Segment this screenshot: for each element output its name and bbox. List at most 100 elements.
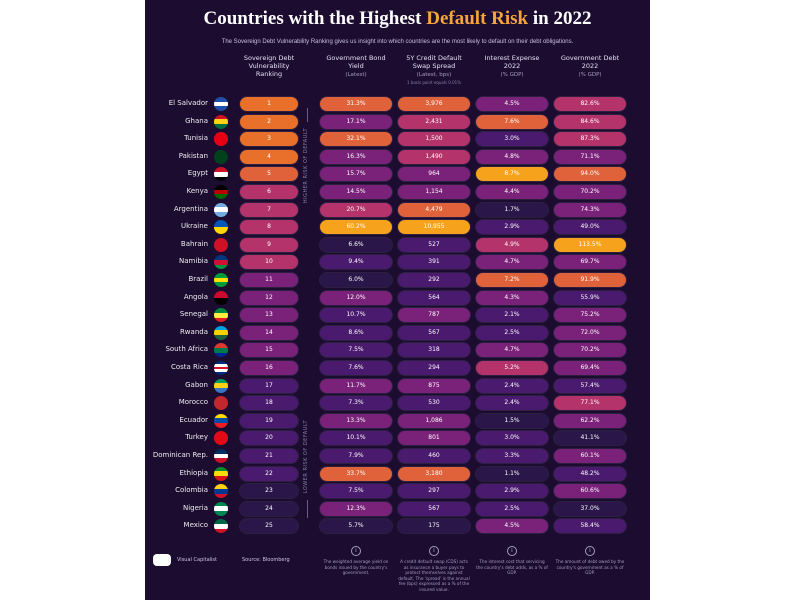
- country-name: Colombia: [175, 486, 208, 495]
- footer-source: Source: Bloomberg: [242, 557, 290, 563]
- flag-icon: [214, 114, 228, 129]
- country-name: Bahrain: [180, 239, 208, 248]
- yield-cell: 33.7%: [320, 466, 392, 481]
- axis-arrow-up: [307, 108, 308, 122]
- flag-icon: [214, 185, 228, 199]
- flag-stripe: [214, 423, 228, 428]
- table-row: Pakistan 4 16.3% 1,490 4.8% 71.1%: [145, 149, 650, 164]
- cds-cell: 2,431: [398, 114, 470, 129]
- country-name: Gabon: [185, 380, 208, 389]
- debt-cell: 48.2%: [554, 466, 626, 481]
- country-name: El Salvador: [168, 99, 208, 107]
- flag-stripe: [214, 194, 228, 199]
- flag-stripe: [214, 227, 228, 235]
- rank-pill: 2: [240, 114, 298, 129]
- interest-cell: 3.3%: [476, 449, 548, 463]
- rank-pill: 19: [240, 413, 298, 428]
- title-text: Countries with the Highest: [203, 8, 427, 29]
- debt-cell: 87.3%: [554, 132, 626, 147]
- flag-stripe: [214, 335, 228, 340]
- flag-stripe: [214, 132, 228, 137]
- flag-stripe: [214, 418, 228, 424]
- yield-cell: 12.3%: [320, 501, 392, 516]
- flag-stripe: [214, 185, 228, 190]
- column-sub: (Latest, bps): [416, 72, 452, 78]
- flag-stripe: [214, 528, 228, 534]
- table-row: Dominican Rep. 21 7.9% 460 3.3% 60.1%: [145, 449, 650, 463]
- cds-cell: 1,500: [398, 132, 470, 147]
- debt-cell: 58.4%: [554, 519, 626, 534]
- flag-icon: [214, 378, 228, 393]
- flag-stripe: [214, 413, 228, 419]
- flag-stripe: [214, 352, 228, 358]
- flag-stripe: [214, 202, 228, 208]
- country-name: Brazil: [188, 275, 208, 283]
- flag-icon: [214, 501, 228, 516]
- column-sub: (Latest): [345, 72, 367, 78]
- debt-cell: 62.2%: [554, 413, 626, 428]
- flag-stripe: [214, 264, 228, 270]
- interest-cell: 2.9%: [476, 484, 548, 499]
- yield-cell: 7.3%: [320, 396, 392, 411]
- flag-stripe: [214, 475, 228, 481]
- rank-pill: 11: [240, 273, 298, 287]
- table-row: South Africa 15 7.5% 318 4.7% 70.2%: [145, 343, 650, 358]
- flag-stripe: [214, 325, 228, 331]
- yield-cell: 31.3%: [320, 97, 392, 111]
- rank-pill: 24: [240, 501, 298, 516]
- country-name: Tunisia: [184, 134, 208, 143]
- flag-stripe: [214, 458, 228, 463]
- flag-icon: [214, 132, 228, 147]
- table-row: Rwanda 14 8.6% 567 2.5% 72.0%: [145, 325, 650, 340]
- cds-cell: 10,955: [398, 220, 470, 235]
- debt-cell: 84.6%: [554, 114, 626, 129]
- country-name: Ethiopia: [179, 468, 208, 477]
- interest-cell: 2.5%: [476, 325, 548, 340]
- flag-stripe: [214, 372, 228, 375]
- interest-cell: 4.7%: [476, 255, 548, 270]
- yield-cell: 17.1%: [320, 114, 392, 129]
- subtitle: The Sovereign Debt Vulnerability Ranking…: [221, 39, 574, 45]
- flag-stripe: [214, 488, 228, 494]
- interest-cell: 4.5%: [476, 97, 548, 111]
- column-header-interest: Interest Expense 2022 (% GDP): [476, 54, 548, 79]
- yield-cell: 10.1%: [320, 431, 392, 446]
- cds-cell: 391: [398, 255, 470, 270]
- country-name: Mexico: [183, 521, 208, 530]
- cds-cell: 3,180: [398, 466, 470, 481]
- flag-stripe: [214, 114, 228, 120]
- table-row: Ethiopia 22 33.7% 3,180 1.1% 48.2%: [145, 466, 650, 481]
- table-row: Colombia 23 7.5% 297 2.9% 60.6%: [145, 484, 650, 499]
- debt-cell: 55.9%: [554, 290, 626, 305]
- column-sub: (% GDP): [578, 72, 602, 78]
- column-header-bond-yield: Government Bond Yield (Latest): [320, 54, 392, 79]
- axis-label-lower: LOWER RISK OF DEFAULT: [303, 420, 309, 494]
- cds-cell: 527: [398, 237, 470, 252]
- flag-stripe: [214, 387, 228, 393]
- flag-stripe: [214, 453, 228, 459]
- yield-cell: 6.0%: [320, 273, 392, 287]
- rank-pill: 10: [240, 255, 298, 270]
- column-header-cds: 5Y Credit Default Swap Spread (Latest, bp…: [398, 54, 470, 85]
- rank-pill: 12: [240, 290, 298, 305]
- yield-cell: 7.5%: [320, 484, 392, 499]
- debt-cell: 72.0%: [554, 325, 626, 340]
- flag-stripe: [214, 149, 228, 155]
- visual-capitalist-logo: [153, 554, 171, 566]
- column-note: 1 basis point equals 0.01%: [407, 80, 461, 85]
- yield-cell: 32.1%: [320, 132, 392, 147]
- table-row: Gabon 17 11.7% 875 2.4% 57.4%: [145, 378, 650, 393]
- interest-cell: 4.9%: [476, 237, 548, 252]
- flag-stripe: [214, 154, 228, 160]
- flag-stripe: [214, 511, 228, 516]
- flag-stripe: [214, 244, 228, 252]
- table-row: Costa Rica 16 7.6% 294 5.2% 69.4%: [145, 361, 650, 375]
- flag-icon: [214, 97, 228, 111]
- interest-cell: 8.7%: [476, 167, 548, 182]
- flag-stripe: [214, 119, 228, 124]
- country-name: Morocco: [178, 398, 208, 407]
- interest-cell: 7.6%: [476, 114, 548, 129]
- yield-cell: 7.6%: [320, 361, 392, 375]
- axis-arrow-down: [307, 500, 308, 518]
- debt-cell: 69.7%: [554, 255, 626, 270]
